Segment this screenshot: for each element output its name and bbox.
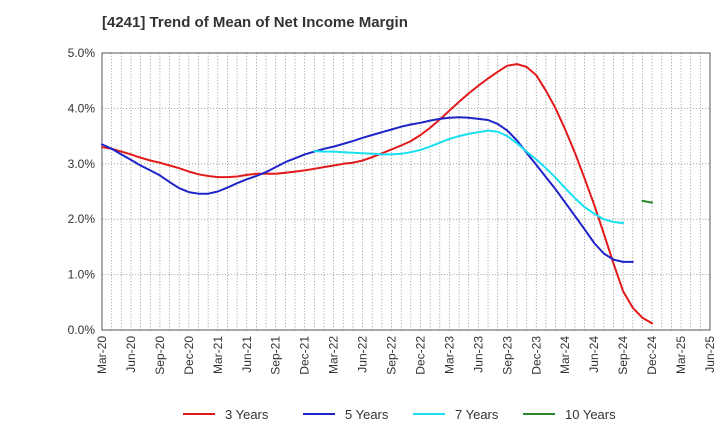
y-tick-label: 5.0%	[68, 46, 96, 60]
chart-title: [4241] Trend of Mean of Net Income Margi…	[102, 14, 408, 31]
x-tick-label: Sep-22	[385, 336, 399, 375]
plot-frame	[101, 52, 711, 331]
x-tick-labels: Mar-20 Jun-20 Sep-20 Dec-20 Mar-21 Jun-21 Sep-…	[95, 336, 717, 375]
x-tick-label: Sep-20	[153, 336, 167, 375]
x-tick-label: Jun-20	[124, 336, 138, 373]
legend-label-5-years: 5 Years	[345, 407, 389, 422]
series-lines	[101, 63, 654, 325]
axes	[101, 52, 711, 331]
x-tick-label: Dec-22	[413, 336, 427, 375]
series-line-3-years	[101, 63, 654, 325]
y-tick-labels: 0.0% 1.0% 2.0% 3.0% 4.0% 5.0%	[68, 46, 96, 337]
series-line-7-years	[313, 129, 625, 225]
y-tick-label: 0.0%	[68, 323, 96, 337]
x-tick-label: Mar-24	[558, 336, 572, 374]
x-tick-label: Mar-22	[327, 336, 341, 374]
x-tick-label: Jun-24	[587, 336, 601, 373]
y-tick-label: 3.0%	[68, 157, 96, 171]
x-tick-label: Jun-25	[703, 336, 717, 373]
legend-label-7-years: 7 Years	[455, 407, 499, 422]
x-tick-label: Sep-23	[500, 336, 514, 375]
x-tick-label: Dec-23	[529, 336, 543, 375]
x-tick-label: Dec-24	[645, 336, 659, 375]
legend: 3 Years 5 Years 7 Years 10 Years	[183, 407, 616, 422]
x-tick-label: Mar-23	[442, 336, 456, 374]
y-tick-label: 4.0%	[68, 101, 96, 115]
series-line-5-years	[101, 116, 634, 263]
x-tick-label: Sep-21	[269, 336, 283, 375]
y-tick-label: 1.0%	[68, 268, 96, 282]
x-tick-label: Dec-21	[298, 336, 312, 375]
legend-label-3-years: 3 Years	[225, 407, 269, 422]
x-tick-label: Mar-20	[95, 336, 109, 374]
x-tick-label: Jun-22	[356, 336, 370, 373]
x-tick-label: Sep-24	[616, 336, 630, 375]
x-tick-label: Jun-21	[240, 336, 254, 373]
x-tick-label: Mar-21	[211, 336, 225, 374]
y-tick-label: 2.0%	[68, 212, 96, 226]
legend-label-10-years: 10 Years	[565, 407, 616, 422]
grid	[101, 52, 711, 331]
series-line-10-years	[641, 199, 654, 204]
x-tick-label: Dec-20	[182, 336, 196, 375]
x-tick-label: Jun-23	[471, 336, 485, 373]
x-tick-label: Mar-25	[674, 336, 688, 374]
